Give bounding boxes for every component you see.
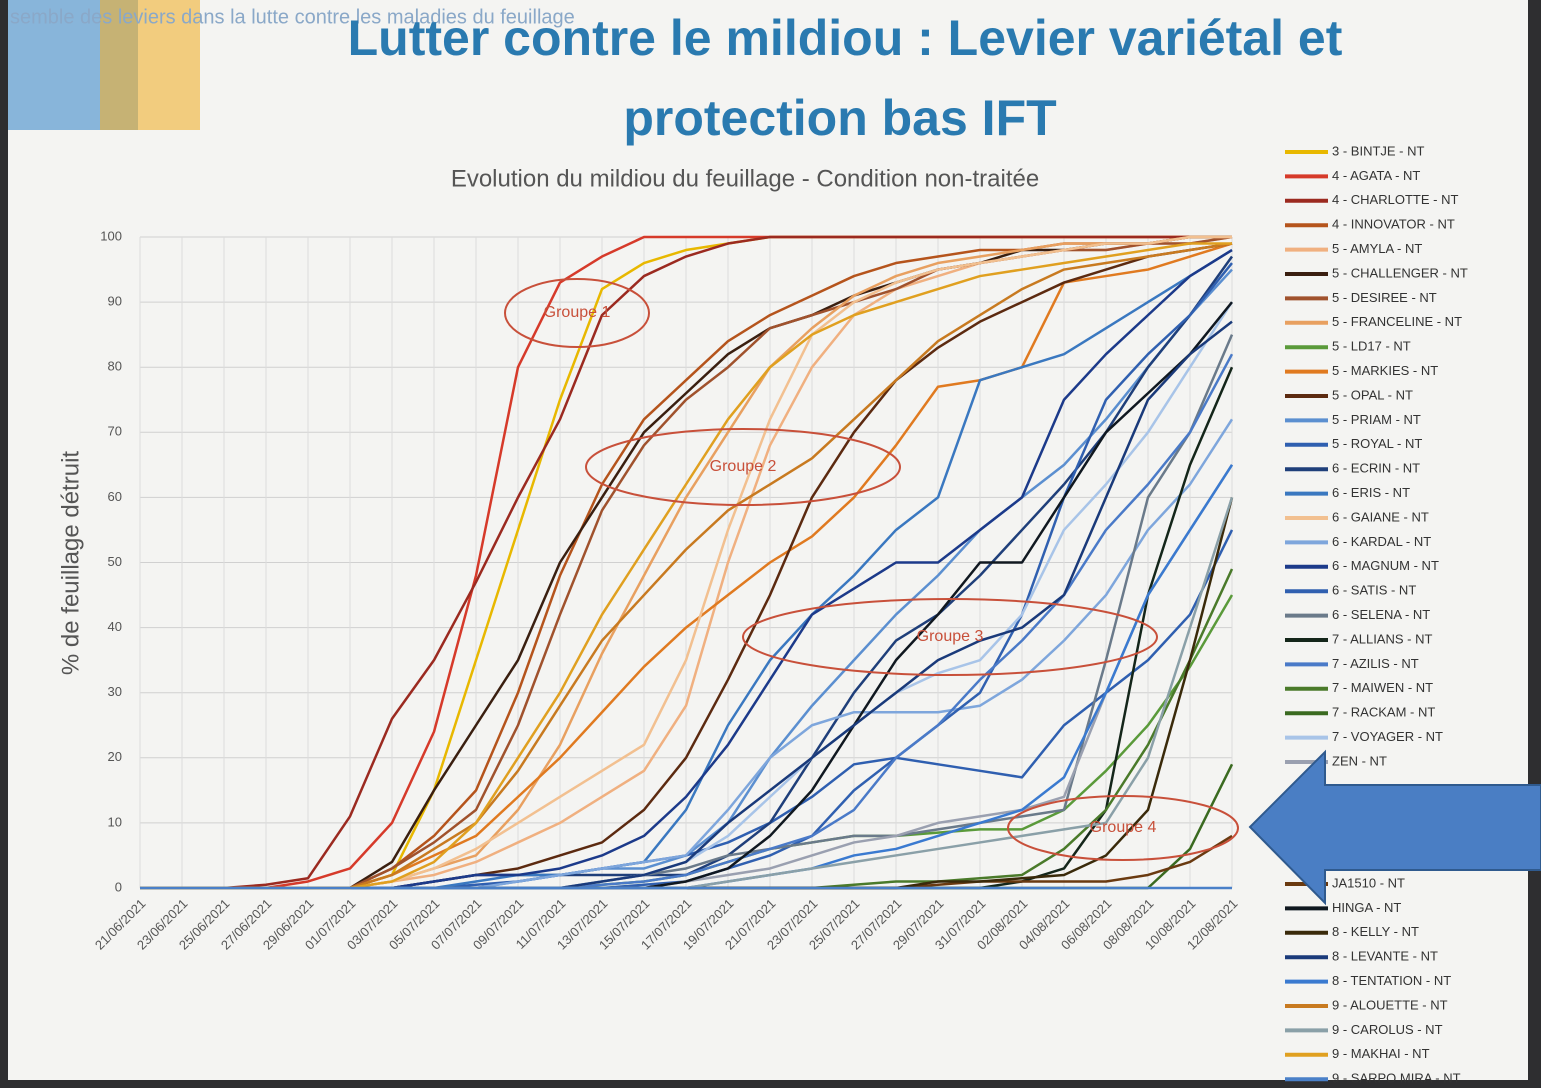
y-tick-label: 60 [108,489,122,504]
arrow [1248,749,1541,906]
legend-label: 7 - AZILIS - NT [1332,656,1419,671]
legend-label: 8 - TENTATION - NT [1332,973,1451,988]
chart-title: Evolution du mildiou du feuillage - Cond… [451,165,1039,192]
legend-label: 5 - ROYAL - NT [1332,436,1422,451]
slide-title: protection bas IFT [623,90,1056,146]
annotations: Groupe 1 Groupe 2 Groupe 3 Groupe 4 [504,278,1239,861]
legend-label: 6 - MAGNUM - NT [1332,558,1439,573]
legend-label: 5 - CHALLENGER - NT [1332,265,1468,280]
y-tick-label: 90 [108,294,122,309]
annotation-ellipse [1007,795,1239,861]
legend-label: 5 - LD17 - NT [1332,339,1411,354]
series-line [140,235,1232,890]
legend-label: 5 - OPAL - NT [1332,387,1413,402]
legend-label: 7 - MAIWEN - NT [1332,680,1433,695]
legend-label: 6 - SELENA - NT [1332,607,1430,622]
y-tick-label: 20 [108,749,122,764]
legend-label: 9 - CAROLUS - NT [1332,1022,1443,1037]
legend-label: 7 - ALLIANS - NT [1332,631,1432,646]
legend-label: 5 - FRANCELINE - NT [1332,314,1462,329]
legend-label: 5 - MARKIES - NT [1332,363,1438,378]
legend-label: ZEN - NT [1332,753,1387,768]
y-tick-label: 10 [108,814,122,829]
annotation-label: Groupe 3 [917,628,984,645]
legend-label: 6 - ECRIN - NT [1332,461,1420,476]
legend-label: 3 - BINTJE - NT [1332,143,1425,158]
slide-decoration [100,0,200,130]
slide-header: semble des leviers dans la lutte contre … [10,6,575,28]
legend: 3 - BINTJE - NT 4 - AGATA - NT 4 - CHARLOT… [1285,143,1468,1086]
annotation-label: Groupe 4 [1090,819,1157,836]
legend-label: 6 - ERIS - NT [1332,485,1410,500]
legend-label: 4 - INNOVATOR - NT [1332,217,1455,232]
legend-label: HINGA - NT [1332,900,1401,915]
legend-label: 4 - AGATA - NT [1332,168,1420,183]
legend-label: 5 - DESIREE - NT [1332,290,1437,305]
annotation-label: Groupe 1 [544,304,611,321]
y-tick-label: 80 [108,359,122,374]
legend-label: 6 - GAIANE - NT [1332,509,1429,524]
y-tick-label: 30 [108,684,122,699]
legend-label: 9 - SARPO MIRA - NT [1332,1071,1461,1086]
y-tick-label: 0 [115,879,122,894]
legend-label: 8 - KELLY - NT [1332,924,1419,939]
y-tick-label: 40 [108,619,122,634]
y-tick-label: 100 [100,228,122,243]
legend-label: 9 - ALOUETTE - NT [1332,997,1448,1012]
legend-label: 7 - VOYAGER - NT [1332,729,1443,744]
series-lines [140,235,1234,890]
legend-label: 6 - SATIS - NT [1332,583,1416,598]
annotation-label: Groupe 2 [710,458,777,475]
annotation-ellipse [742,598,1158,676]
legend-label: 5 - PRIAM - NT [1332,412,1421,427]
legend-label: JA1510 - NT [1332,875,1405,890]
annotation-ellipse [504,278,650,348]
annotation-ellipse [585,428,901,506]
legend-label: 4 - CHARLOTTE - NT [1332,192,1458,207]
slide [8,0,1528,1080]
legend-label: 9 - MAKHAI - NT [1332,1046,1430,1061]
legend-label: 7 - RACKAM - NT [1332,705,1435,720]
y-tick-label: 70 [108,424,122,439]
legend-label: 6 - KARDAL - NT [1332,534,1431,549]
legend-label: 5 - AMYLA - NT [1332,241,1422,256]
y-axis-label: % de feuillage détruit [57,451,84,675]
legend-label: 8 - LEVANTE - NT [1332,949,1438,964]
y-tick-label: 50 [108,554,122,569]
slide-title: Lutter contre le mildiou : Levier variét… [348,10,1343,66]
